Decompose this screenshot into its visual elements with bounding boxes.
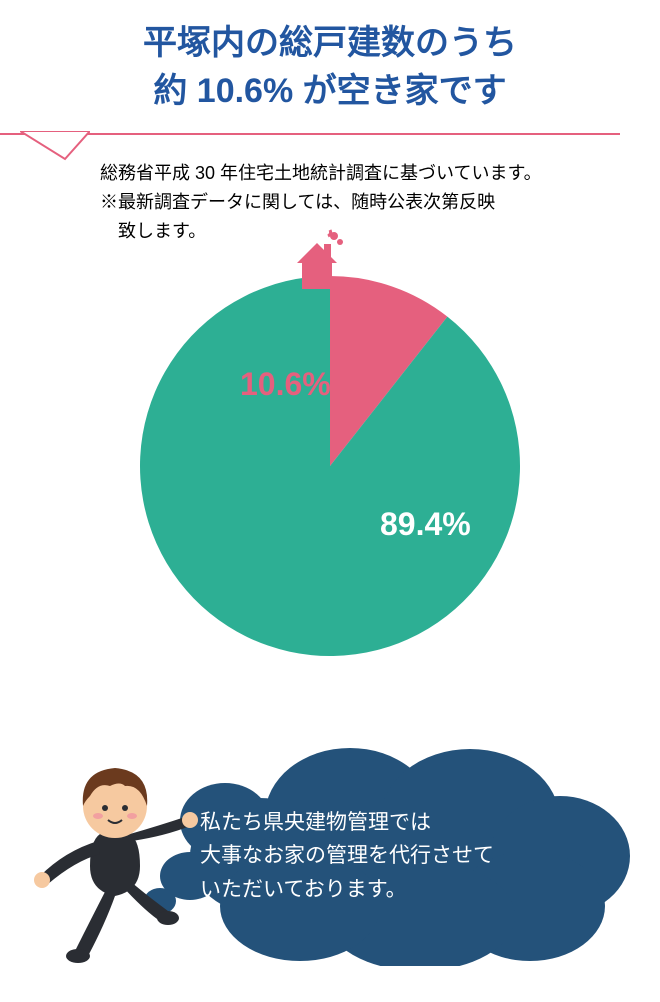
pie-svg	[130, 266, 530, 666]
divider-line	[0, 133, 620, 135]
pie-label-occupied: 89.4%	[380, 506, 471, 543]
divider-triangle-icon	[20, 131, 90, 161]
character-icon	[30, 756, 200, 966]
speech-line-2: 大事なお家の管理を代行させて	[200, 839, 600, 873]
divider	[0, 133, 660, 163]
subtitle-line-3: 致します。	[100, 217, 600, 246]
subtitle-line-2: ※最新調査データに関しては、随時公表次第反映	[100, 188, 600, 217]
subtitle-line-1: 総務省平成 30 年住宅土地統計調査に基づいています。	[100, 159, 600, 188]
bottom-area: 私たち県央建物管理では 大事なお家の管理を代行させて いただいております。	[0, 696, 660, 976]
title-area: 平塚内の総戸建数のうち 約 10.6% が空き家です	[0, 0, 660, 125]
speech-text: 私たち県央建物管理では 大事なお家の管理を代行させて いただいております。	[200, 806, 600, 907]
speech-line-3: いただいております。	[200, 873, 600, 907]
title-line-2: 約 10.6% が空き家です	[30, 68, 630, 116]
speech-line-1: 私たち県央建物管理では	[200, 806, 600, 840]
pie-label-vacant: 10.6%	[240, 366, 331, 403]
house-icon	[280, 226, 350, 296]
pie-chart: 10.6% 89.4%	[130, 266, 530, 666]
title-line-1: 平塚内の総戸建数のうち	[30, 20, 630, 68]
